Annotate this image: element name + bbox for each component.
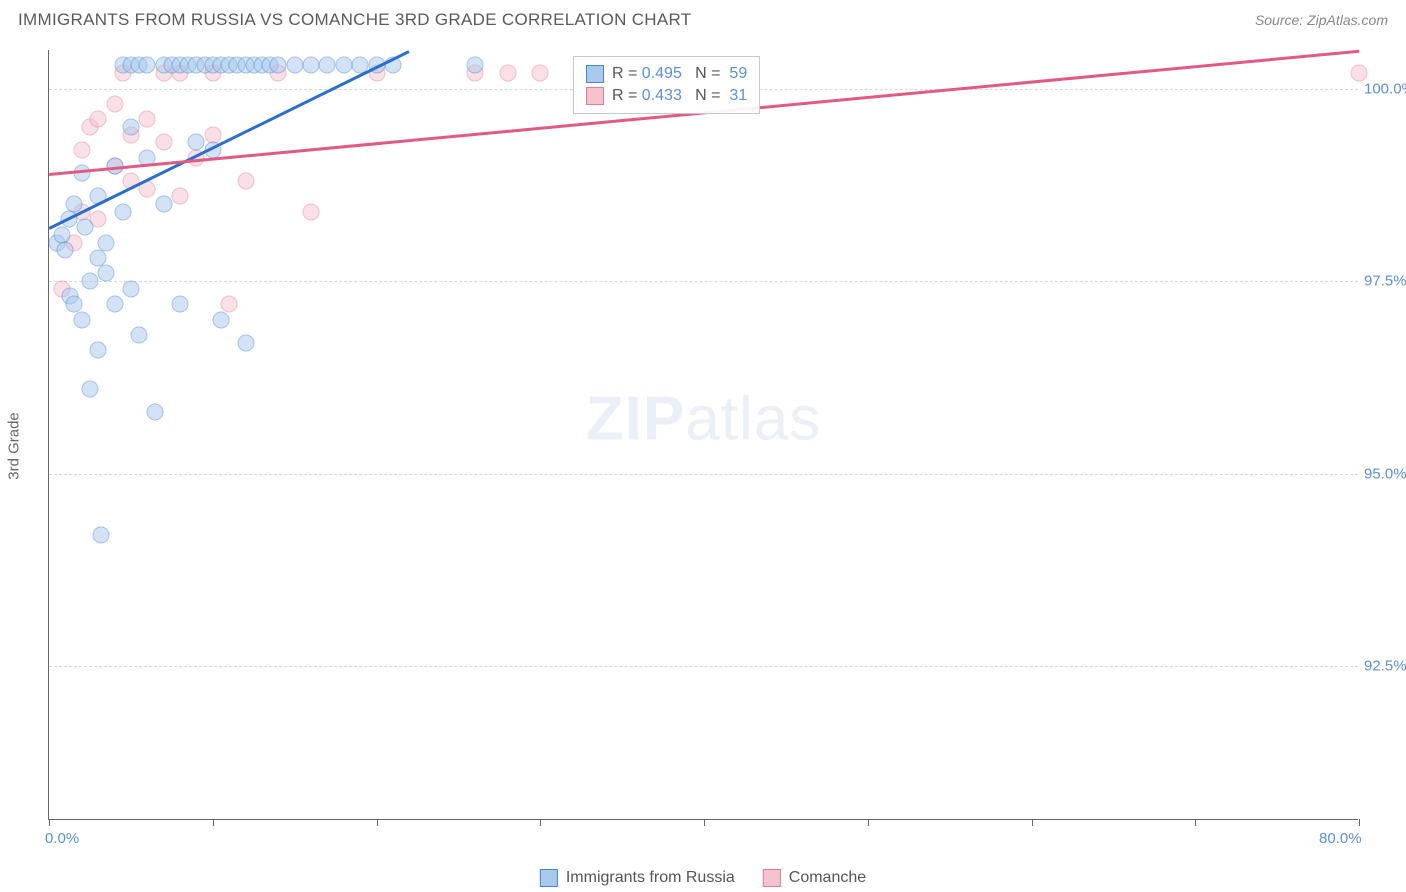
source-credit: Source: ZipAtlas.com bbox=[1255, 12, 1388, 28]
scatter-point bbox=[65, 196, 82, 213]
xtick bbox=[377, 819, 378, 826]
scatter-point bbox=[90, 111, 107, 128]
scatter-point bbox=[81, 380, 98, 397]
scatter-point bbox=[237, 172, 254, 189]
scatter-point bbox=[54, 226, 71, 243]
scatter-point bbox=[286, 57, 303, 74]
ytick-label: 100.0% bbox=[1364, 80, 1406, 97]
scatter-point bbox=[303, 57, 320, 74]
legend-row: R = 0.433 N = 31 bbox=[586, 85, 747, 107]
ytick-label: 97.5% bbox=[1364, 273, 1406, 290]
scatter-point bbox=[212, 311, 229, 328]
scatter-point bbox=[65, 296, 82, 313]
scatter-point bbox=[188, 134, 205, 151]
legend-label: Comanche bbox=[789, 869, 866, 887]
scatter-point bbox=[466, 57, 483, 74]
scatter-point bbox=[532, 65, 549, 82]
gridline bbox=[49, 281, 1358, 282]
legend-item: Immigrants from Russia bbox=[540, 869, 735, 887]
scatter-point bbox=[122, 119, 139, 136]
legend-swatch bbox=[540, 869, 558, 887]
scatter-point bbox=[81, 273, 98, 290]
scatter-plot: ZIPatlas 92.5%95.0%97.5%100.0%0.0%80.0%R… bbox=[48, 50, 1358, 820]
xtick bbox=[1032, 819, 1033, 826]
scatter-point bbox=[90, 249, 107, 266]
y-axis-label: 3rd Grade bbox=[6, 412, 23, 480]
legend-row: R = 0.495 N = 59 bbox=[586, 63, 747, 85]
legend-text: R = 0.433 N = 31 bbox=[612, 87, 747, 105]
trend-line bbox=[48, 50, 409, 229]
scatter-point bbox=[77, 219, 94, 236]
scatter-point bbox=[90, 342, 107, 359]
scatter-point bbox=[221, 296, 238, 313]
legend-swatch bbox=[586, 87, 604, 105]
scatter-point bbox=[106, 296, 123, 313]
legend-text: R = 0.495 N = 59 bbox=[612, 65, 747, 83]
gridline bbox=[49, 474, 1358, 475]
ytick-label: 92.5% bbox=[1364, 658, 1406, 675]
scatter-point bbox=[98, 265, 115, 282]
scatter-point bbox=[139, 111, 156, 128]
scatter-point bbox=[106, 95, 123, 112]
scatter-point bbox=[114, 203, 131, 220]
chart-header: IMMIGRANTS FROM RUSSIA VS COMANCHE 3RD G… bbox=[0, 0, 1406, 38]
scatter-point bbox=[155, 134, 172, 151]
xtick bbox=[213, 819, 214, 826]
scatter-point bbox=[172, 188, 189, 205]
scatter-point bbox=[1351, 65, 1368, 82]
scatter-point bbox=[139, 57, 156, 74]
xtick bbox=[540, 819, 541, 826]
scatter-point bbox=[93, 527, 110, 544]
scatter-point bbox=[73, 142, 90, 159]
ytick-label: 95.0% bbox=[1364, 465, 1406, 482]
legend-label: Immigrants from Russia bbox=[566, 869, 735, 887]
watermark: ZIPatlas bbox=[586, 384, 821, 455]
scatter-point bbox=[73, 165, 90, 182]
bottom-legend: Immigrants from Russia Comanche bbox=[540, 869, 866, 887]
xtick bbox=[868, 819, 869, 826]
xtick bbox=[49, 819, 50, 826]
scatter-point bbox=[155, 196, 172, 213]
scatter-point bbox=[172, 296, 189, 313]
scatter-point bbox=[147, 403, 164, 420]
chart-title: IMMIGRANTS FROM RUSSIA VS COMANCHE 3RD G… bbox=[18, 10, 691, 30]
scatter-point bbox=[303, 203, 320, 220]
scatter-point bbox=[98, 234, 115, 251]
scatter-point bbox=[57, 242, 74, 259]
gridline bbox=[49, 666, 1358, 667]
xtick-label: 0.0% bbox=[45, 830, 79, 847]
scatter-point bbox=[270, 57, 287, 74]
scatter-point bbox=[319, 57, 336, 74]
correlation-legend: R = 0.495 N = 59 R = 0.433 N = 31 bbox=[573, 56, 760, 114]
legend-item: Comanche bbox=[763, 869, 866, 887]
scatter-point bbox=[131, 326, 148, 343]
xtick bbox=[704, 819, 705, 826]
legend-swatch bbox=[763, 869, 781, 887]
xtick-label: 80.0% bbox=[1319, 830, 1362, 847]
scatter-point bbox=[499, 65, 516, 82]
scatter-point bbox=[237, 334, 254, 351]
legend-swatch bbox=[586, 65, 604, 83]
xtick bbox=[1195, 819, 1196, 826]
scatter-point bbox=[122, 280, 139, 297]
scatter-point bbox=[335, 57, 352, 74]
scatter-point bbox=[73, 311, 90, 328]
xtick bbox=[1359, 819, 1360, 826]
